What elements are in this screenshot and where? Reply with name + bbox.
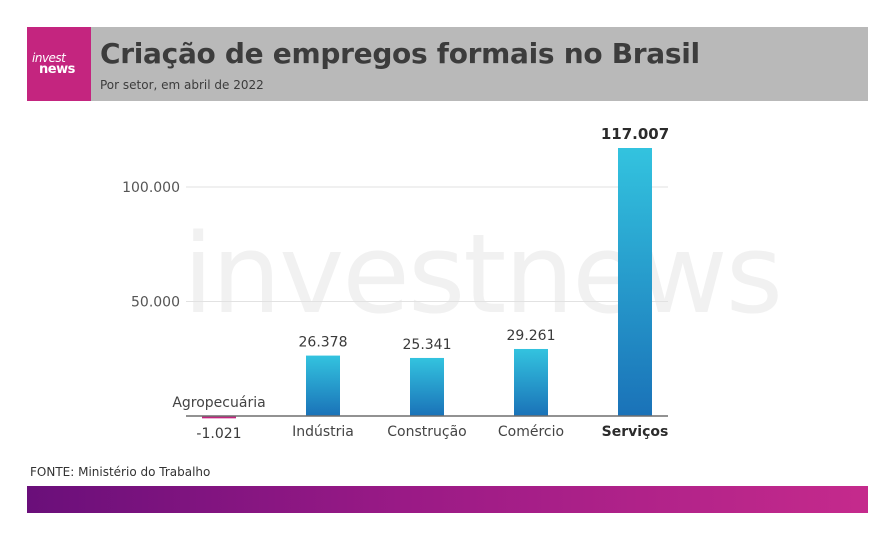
watermark: investnews [183, 210, 781, 338]
bar-agropecuária [202, 416, 236, 419]
bar-serviços [618, 148, 652, 416]
x-tick-label: Agropecuária [172, 395, 265, 411]
y-tick-label: 100.000 [122, 180, 180, 196]
investnews-logo: invest news [27, 27, 91, 101]
x-tick-label: Indústria [292, 424, 354, 440]
footer-gradient-bar [27, 486, 868, 513]
chart-title: Criação de empregos formais no Brasil [100, 37, 700, 70]
data-label: 117.007 [601, 125, 669, 143]
logo-text-news: news [39, 62, 75, 77]
bar-comércio [514, 348, 548, 416]
chart-header: invest news Criação de empregos formais … [27, 27, 868, 101]
data-label: -1.021 [196, 426, 241, 442]
bar-construção [410, 357, 444, 416]
data-label: 25.341 [403, 337, 452, 353]
x-tick-label: Comércio [498, 424, 564, 440]
x-tick-label: Construção [387, 424, 466, 440]
data-label: 26.378 [299, 335, 348, 351]
source-note: FONTE: Ministério do Trabalho [30, 465, 211, 479]
data-label: 29.261 [507, 328, 556, 344]
y-tick-label: 50.000 [131, 294, 180, 310]
x-tick-label: Serviços [602, 424, 669, 440]
logo-text-invest: invest [32, 51, 66, 65]
bar-indústria [306, 355, 340, 416]
chart-subtitle: Por setor, em abril de 2022 [100, 78, 264, 92]
